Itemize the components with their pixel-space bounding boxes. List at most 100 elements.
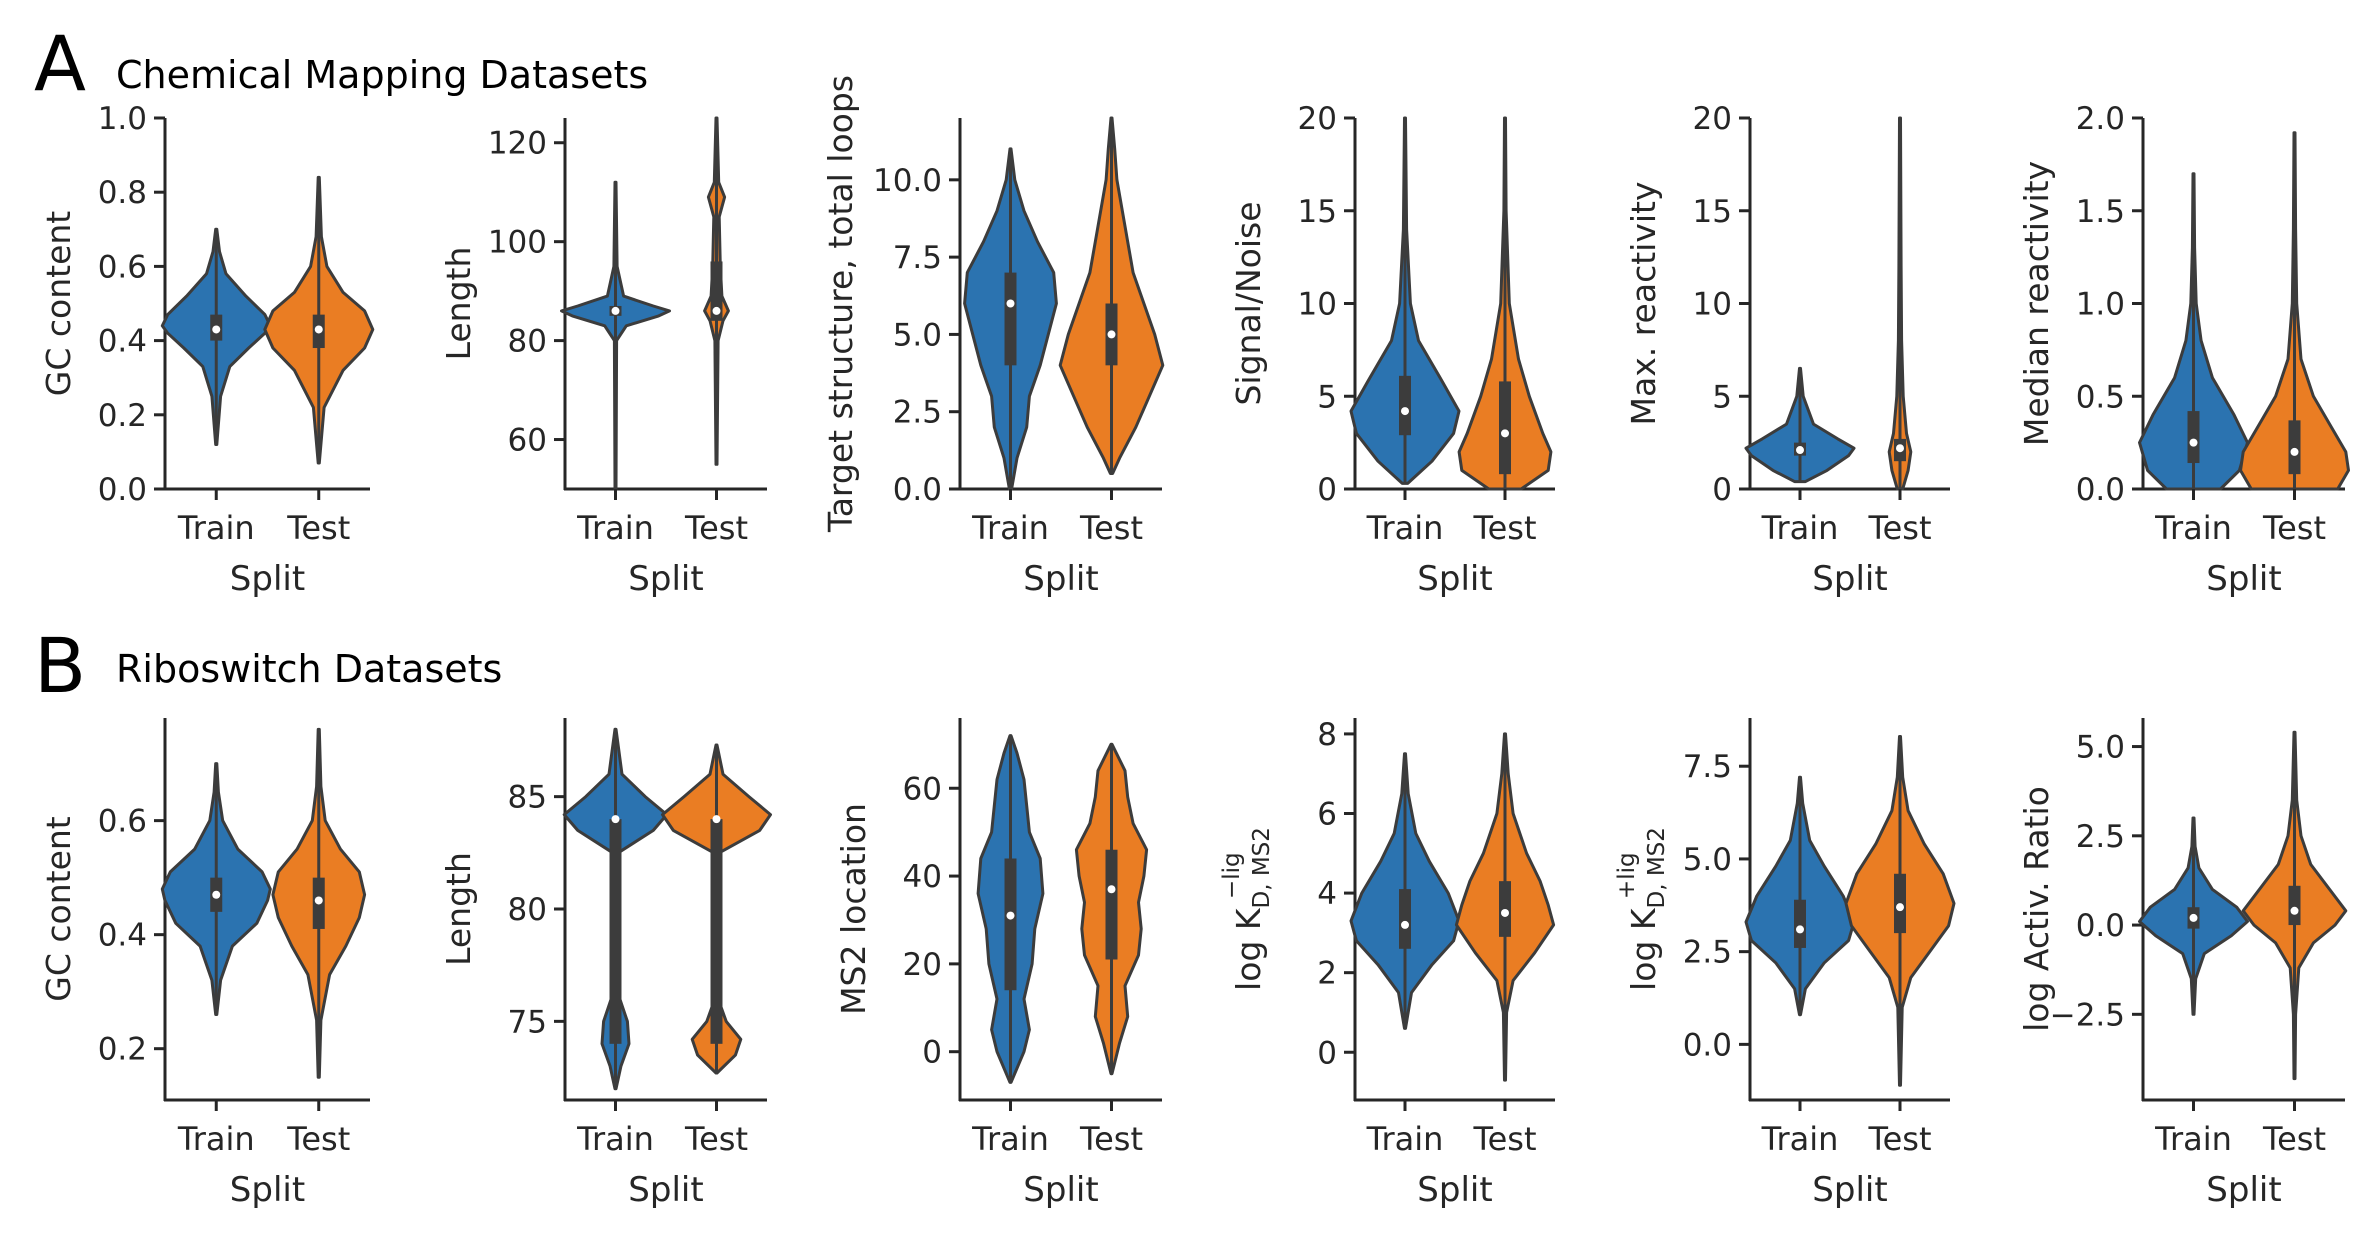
chart2-median-train [611, 306, 620, 315]
chart1-ytick-label: 0.8 [98, 175, 147, 211]
chart2-xtick-label: Test [684, 509, 748, 547]
chart2-ytick-label: 120 [488, 126, 547, 162]
chart11-iqr-train [1794, 899, 1806, 948]
chart4-ytick-label: 5 [1317, 379, 1337, 415]
chart1-median-train [212, 325, 221, 334]
chart12-y-label: log Activ. Ratio [2017, 786, 2056, 1032]
chart10-iqr-train [1399, 889, 1411, 949]
chart6-ytick-label: 0.0 [2076, 472, 2125, 508]
chart11-median-train [1796, 925, 1804, 934]
chart9-ytick-label: 20 [903, 947, 942, 983]
chart4-median-test [1501, 429, 1509, 438]
chart11-xtick-label: Test [1867, 1120, 1931, 1158]
chart6-ytick-label: 2.0 [2076, 101, 2125, 137]
chart3-ytick-label: 2.5 [893, 395, 942, 431]
chart6-ytick-label: 1.5 [2076, 194, 2125, 230]
chart5-median-train [1796, 446, 1804, 455]
chart4-median-train [1401, 407, 1409, 416]
chart9-median-test [1107, 885, 1116, 894]
chart8-x-label: Split [628, 1170, 703, 1210]
chart9-y-label: MS2 location [834, 803, 873, 1015]
chart4-ytick-label: 10 [1298, 287, 1337, 323]
panel-a-letter: A [34, 19, 86, 108]
chart11-y-label: log KD, MS2+lig [1614, 827, 1670, 991]
chart6-ytick-label: 1.0 [2076, 287, 2125, 323]
chart8-iqr-test [710, 819, 723, 1044]
chart3-xtick-label: Train [971, 509, 1049, 547]
chart12-ytick-label: 5.0 [2076, 730, 2125, 766]
chart8-iqr-train [609, 819, 622, 1044]
chart1-ytick-label: 1.0 [98, 101, 147, 137]
panel-a-title: Chemical Mapping Datasets [116, 53, 649, 97]
chart7-xtick-label: Train [177, 1120, 255, 1158]
chart6-y-label: Median reactivity [2017, 161, 2056, 446]
chart5-xtick-label: Train [1761, 509, 1839, 547]
chart11-xtick-label: Train [1761, 1120, 1839, 1158]
chart12-ytick-label: 2.5 [2076, 819, 2125, 855]
chart1-ytick-label: 0.0 [98, 472, 147, 508]
chart8-ytick-label: 80 [508, 892, 547, 928]
chart10-ytick-label: 4 [1317, 876, 1337, 912]
chart5-ytick-label: 15 [1693, 194, 1732, 230]
chart1-ytick-label: 0.4 [98, 324, 147, 360]
chart9-ytick-label: 0 [922, 1035, 942, 1071]
chart2-iqr-test [710, 261, 723, 321]
chart3-median-test [1107, 330, 1116, 339]
chart10-ytick-label: 6 [1317, 797, 1337, 833]
chart4-x-label: Split [1417, 559, 1492, 599]
chart3-xtick-label: Test [1079, 509, 1143, 547]
chart6-iqr-train [2187, 411, 2200, 464]
chart8-xtick-label: Test [684, 1120, 748, 1158]
chart9-x-label: Split [1023, 1170, 1098, 1210]
chart6-iqr-test [2288, 420, 2301, 475]
chart6-ytick-label: 0.5 [2076, 379, 2125, 415]
chart4-ytick-label: 20 [1298, 101, 1337, 137]
chart5-ytick-label: 0 [1712, 472, 1732, 508]
chart3-ytick-label: 10.0 [873, 163, 942, 199]
chart4-iqr-test [1499, 381, 1511, 475]
chart8-ytick-label: 75 [508, 1004, 547, 1040]
chart8-median-train [611, 815, 620, 824]
chart5-x-label: Split [1812, 559, 1887, 599]
chart5-median-test [1896, 444, 1904, 453]
chart7-median-train [212, 890, 221, 899]
chart12-iqr-test [2288, 885, 2301, 926]
chart12-ytick-label: −2.5 [2050, 997, 2125, 1033]
chart7-median-test [314, 896, 323, 905]
chart8-y-label: Length [439, 852, 478, 966]
chart11-median-test [1896, 903, 1904, 912]
chart12-xtick-label: Train [2154, 1120, 2232, 1158]
chart3-iqr-train [1004, 272, 1017, 366]
chart6-x-label: Split [2206, 559, 2281, 599]
chart5-ytick-label: 20 [1693, 101, 1732, 137]
chart10-x-label: Split [1417, 1170, 1492, 1210]
chart2-ytick-label: 80 [508, 324, 547, 360]
chart1-x-label: Split [230, 559, 305, 599]
chart4-ytick-label: 15 [1298, 194, 1337, 230]
chart7-ytick-label: 0.6 [98, 804, 147, 840]
chart9-iqr-test [1105, 849, 1118, 960]
chart5-ytick-label: 10 [1693, 287, 1732, 323]
chart2-ytick-label: 60 [508, 423, 547, 459]
chart12-median-test [2290, 906, 2299, 915]
chart6-xtick-label: Train [2154, 509, 2232, 547]
chart10-ytick-label: 0 [1317, 1035, 1337, 1071]
chart9-xtick-label: Test [1079, 1120, 1143, 1158]
chart7-ytick-label: 0.2 [98, 1032, 147, 1068]
chart4-xtick-label: Test [1472, 509, 1536, 547]
chart2-y-label: Length [439, 247, 478, 361]
chart10-median-test [1501, 908, 1509, 917]
chart9-ytick-label: 40 [903, 859, 942, 895]
chart8-median-test [712, 815, 721, 824]
panel-b-title: Riboswitch Datasets [116, 647, 503, 691]
chart7-y-label: GC content [39, 816, 78, 1002]
chart5-ytick-label: 5 [1712, 379, 1732, 415]
chart5-y-label: Max. reactivity [1624, 182, 1663, 426]
chart5-xtick-label: Test [1867, 509, 1931, 547]
chart3-x-label: Split [1023, 559, 1098, 599]
chart12-ytick-label: 0.0 [2076, 908, 2125, 944]
chart10-xtick-label: Test [1472, 1120, 1536, 1158]
chart2-xtick-label: Train [576, 509, 654, 547]
chart6-median-train [2189, 438, 2198, 447]
